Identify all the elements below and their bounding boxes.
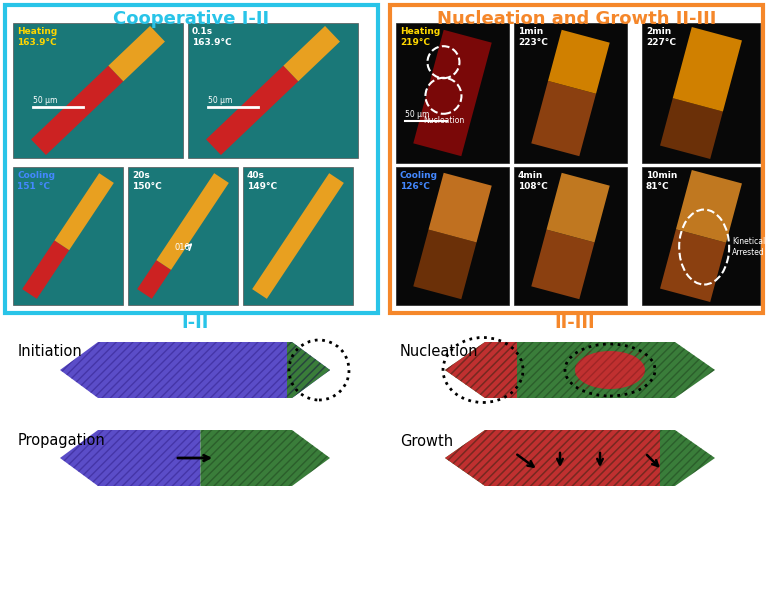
Text: 20s: 20s: [132, 171, 150, 180]
Ellipse shape: [575, 351, 645, 389]
Text: 4min: 4min: [518, 171, 544, 180]
Polygon shape: [137, 260, 171, 299]
Polygon shape: [531, 81, 596, 156]
Text: 81°C: 81°C: [646, 182, 670, 191]
Polygon shape: [60, 342, 330, 398]
Polygon shape: [252, 173, 344, 299]
Text: 40s: 40s: [247, 171, 265, 180]
Text: Growth: Growth: [400, 434, 453, 449]
FancyBboxPatch shape: [13, 167, 123, 305]
FancyBboxPatch shape: [396, 23, 509, 163]
FancyBboxPatch shape: [642, 167, 760, 305]
Polygon shape: [287, 342, 330, 398]
Text: Cooperative I-II: Cooperative I-II: [114, 10, 270, 28]
Polygon shape: [445, 342, 715, 398]
FancyBboxPatch shape: [642, 23, 760, 163]
Text: 126°C: 126°C: [400, 182, 430, 191]
Text: 1min: 1min: [518, 27, 543, 36]
Text: 227°C: 227°C: [646, 38, 676, 47]
Text: 150°C: 150°C: [132, 182, 162, 191]
FancyBboxPatch shape: [243, 167, 353, 305]
Polygon shape: [487, 430, 660, 486]
FancyBboxPatch shape: [5, 5, 378, 313]
Polygon shape: [108, 26, 165, 81]
Text: Propagation: Propagation: [18, 434, 106, 449]
Text: Kinetically
Arrested: Kinetically Arrested: [732, 237, 768, 257]
Polygon shape: [31, 66, 124, 155]
Polygon shape: [200, 430, 330, 486]
Polygon shape: [413, 230, 476, 299]
Polygon shape: [673, 27, 742, 112]
Polygon shape: [60, 430, 200, 486]
Polygon shape: [283, 26, 340, 81]
Polygon shape: [206, 66, 298, 155]
FancyBboxPatch shape: [514, 167, 627, 305]
Polygon shape: [548, 30, 610, 94]
Text: 163.9°C: 163.9°C: [192, 38, 232, 47]
Text: Initiation: Initiation: [18, 345, 83, 359]
Text: 50 μm: 50 μm: [33, 95, 58, 105]
Text: 010: 010: [174, 243, 190, 252]
FancyBboxPatch shape: [390, 5, 763, 313]
Text: 223°C: 223°C: [518, 38, 548, 47]
Polygon shape: [429, 173, 492, 243]
Polygon shape: [660, 229, 726, 302]
Text: 10min: 10min: [646, 171, 677, 180]
FancyBboxPatch shape: [13, 23, 183, 158]
Text: 50 μm: 50 μm: [208, 95, 233, 105]
Polygon shape: [157, 173, 229, 270]
Text: Cooling: Cooling: [17, 171, 55, 180]
Text: Nucleation: Nucleation: [400, 345, 478, 359]
Polygon shape: [413, 30, 492, 156]
Polygon shape: [445, 430, 487, 486]
Text: 108°C: 108°C: [518, 182, 548, 191]
Text: 151 °C: 151 °C: [17, 182, 50, 191]
Polygon shape: [55, 173, 114, 250]
FancyBboxPatch shape: [514, 23, 627, 163]
Text: Cooling: Cooling: [400, 171, 438, 180]
FancyBboxPatch shape: [396, 167, 509, 305]
Polygon shape: [22, 240, 69, 299]
Text: Heating: Heating: [17, 27, 58, 36]
Text: 0.1s: 0.1s: [192, 27, 214, 36]
Text: 2min: 2min: [646, 27, 671, 36]
Polygon shape: [676, 170, 742, 243]
Text: 149°C: 149°C: [247, 182, 277, 191]
Text: Nucleation and Growth II-III: Nucleation and Growth II-III: [437, 10, 717, 28]
Text: Heating: Heating: [400, 27, 440, 36]
Polygon shape: [547, 173, 610, 243]
Polygon shape: [445, 342, 517, 398]
Polygon shape: [660, 98, 723, 159]
Text: 163.9°C: 163.9°C: [17, 38, 57, 47]
FancyBboxPatch shape: [188, 23, 358, 158]
Polygon shape: [531, 230, 594, 299]
Text: Nucleation: Nucleation: [423, 116, 464, 125]
Text: 50 μm: 50 μm: [405, 110, 429, 119]
Text: 219°C: 219°C: [400, 38, 430, 47]
Text: II-III: II-III: [554, 314, 595, 332]
FancyBboxPatch shape: [128, 167, 238, 305]
Text: I-II: I-II: [181, 314, 209, 332]
Polygon shape: [445, 430, 715, 486]
